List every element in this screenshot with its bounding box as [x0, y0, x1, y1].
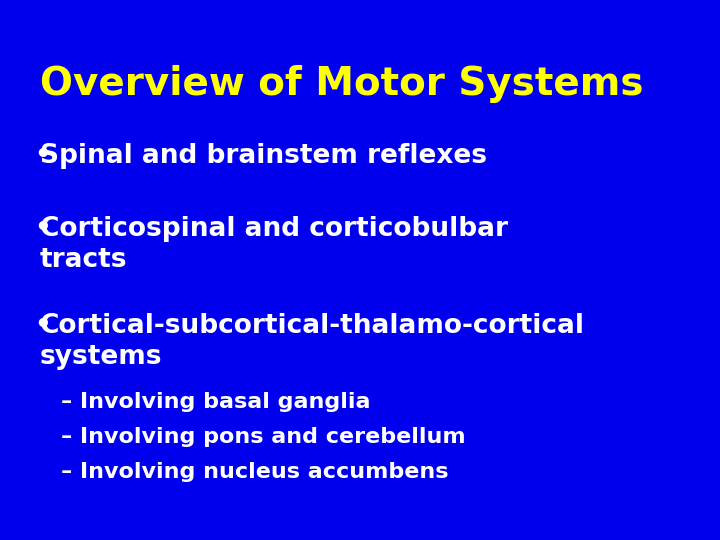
- Text: Overview of Motor Systems: Overview of Motor Systems: [40, 65, 643, 103]
- Text: – Involving pons and cerebellum: – Involving pons and cerebellum: [61, 427, 466, 447]
- Text: – Involving nucleus accumbens: – Involving nucleus accumbens: [61, 462, 449, 482]
- Text: •: •: [35, 143, 51, 169]
- Text: – Involving basal ganglia: – Involving basal ganglia: [61, 392, 371, 411]
- Text: Corticospinal and corticobulbar
tracts: Corticospinal and corticobulbar tracts: [40, 216, 508, 273]
- Text: •: •: [35, 216, 51, 242]
- Text: •: •: [35, 313, 51, 339]
- Text: Spinal and brainstem reflexes: Spinal and brainstem reflexes: [40, 143, 487, 169]
- Text: Cortical-subcortical-thalamo-cortical
systems: Cortical-subcortical-thalamo-cortical sy…: [40, 313, 585, 370]
